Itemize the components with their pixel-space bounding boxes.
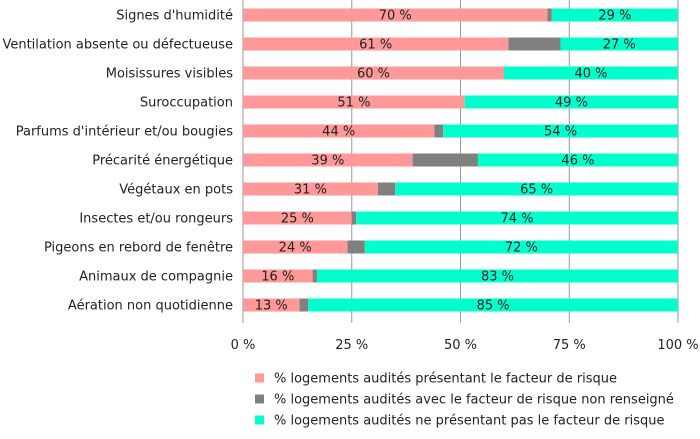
bar-value-label: 13 % — [255, 299, 288, 314]
bar-segment — [508, 37, 561, 51]
category-label: Animaux de compagnie — [79, 270, 233, 285]
bar-segment — [299, 298, 309, 312]
bar-segment — [347, 240, 365, 254]
bar-segment — [351, 211, 357, 225]
bar-value-label: 49 % — [555, 96, 588, 111]
category-label: Signes d'humidité — [116, 9, 233, 24]
bar-segment — [377, 182, 396, 196]
category-label: Précarité énergétique — [92, 154, 233, 169]
bar-segment — [243, 95, 465, 109]
bar-value-label: 27 % — [603, 38, 636, 53]
legend-label: % logements audités présentant le facteu… — [274, 372, 617, 387]
bar-value-label: 70 % — [379, 9, 412, 24]
category-label: Insectes et/ou rongeurs — [79, 212, 233, 227]
bar-value-label: 61 % — [359, 38, 392, 53]
x-tick-label: 50 % — [444, 338, 477, 353]
bar-segment — [243, 269, 313, 283]
bar-value-label: 40 % — [574, 67, 607, 82]
category-label: Aération non quotidienne — [68, 299, 233, 314]
bar-segment — [551, 8, 678, 22]
bar-value-label: 60 % — [357, 67, 390, 82]
bar-value-label: 16 % — [261, 270, 294, 285]
x-tick-label: 75 % — [553, 338, 586, 353]
bar-value-label: 25 % — [281, 212, 314, 227]
bar-value-label: 39 % — [311, 154, 344, 169]
bar-segment — [243, 298, 300, 312]
bar-segment — [560, 37, 678, 51]
bar-value-label: 46 % — [561, 154, 594, 169]
bar-value-label: 74 % — [501, 212, 534, 227]
bar-segment — [395, 182, 678, 196]
bar-value-label: 29 % — [598, 9, 631, 24]
bar-segment — [316, 269, 678, 283]
bar-segment — [412, 153, 478, 167]
category-label: Ventilation absente ou défectueuse — [2, 38, 233, 53]
legend-swatch — [255, 394, 264, 404]
bar-segment — [477, 153, 678, 167]
x-tick-label: 25 % — [335, 338, 368, 353]
bar-segment — [243, 211, 352, 225]
legend-label: % logements audités ne présentant pas le… — [274, 414, 664, 429]
x-tick-label: 0 % — [231, 338, 256, 353]
bar-segment — [504, 66, 678, 80]
bar-segment — [243, 66, 504, 80]
category-label: Végétaux en pots — [119, 183, 233, 198]
bar-value-label: 44 % — [322, 125, 355, 140]
bar-segment — [308, 298, 678, 312]
bar-segment — [243, 240, 348, 254]
bar-segment — [434, 124, 444, 138]
legend-swatch — [255, 415, 264, 425]
bar-value-label: 65 % — [520, 183, 553, 198]
legend-label: % logements audités avec le facteur de r… — [274, 393, 674, 408]
category-label: Suroccupation — [140, 96, 233, 111]
bar-value-label: 31 % — [294, 183, 327, 198]
bar-segment — [464, 95, 678, 109]
bar-segment — [243, 124, 435, 138]
x-tick-label: 100 % — [657, 338, 698, 353]
bar-value-label: 51 % — [337, 96, 370, 111]
bar-segment — [364, 240, 678, 254]
bar-segment — [356, 211, 678, 225]
bar-segment — [312, 269, 317, 283]
bar-value-label: 83 % — [481, 270, 514, 285]
bar-segment — [243, 37, 509, 51]
bar-value-label: 24 % — [279, 241, 312, 256]
bar-segment — [243, 153, 413, 167]
bar-value-label: 54 % — [544, 125, 577, 140]
bar-segment — [547, 8, 552, 22]
legend-swatch — [255, 373, 264, 383]
bar-value-label: 72 % — [505, 241, 538, 256]
category-label: Pigeons en rebord de fenêtre — [44, 241, 233, 256]
bar-segment — [243, 182, 378, 196]
bar-value-label: 85 % — [477, 299, 510, 314]
category-label: Moisissures visibles — [106, 67, 233, 82]
bar-segment — [243, 8, 548, 22]
category-label: Parfums d'intérieur et/ou bougies — [16, 125, 234, 140]
bar-segment — [443, 124, 678, 138]
